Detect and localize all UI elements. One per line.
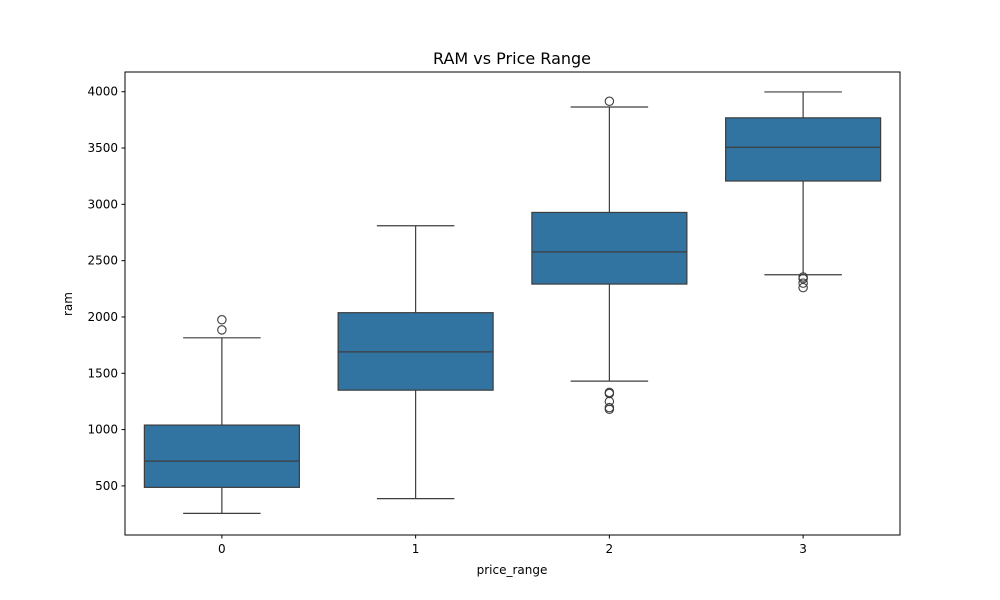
- outlier-point: [798, 273, 808, 284]
- y-axis-label: ram: [61, 292, 75, 316]
- outlier-point: [217, 325, 227, 335]
- plot-area: 500 1000 1500 2000 2500 3000 3500 4000 0 1 2 3: [87, 85, 882, 556]
- box-group-1: [337, 225, 494, 500]
- outlier-point: [798, 282, 808, 293]
- x-tick-label: 2: [606, 542, 614, 556]
- x-tick-label: 1: [412, 542, 420, 556]
- outlier-point: [798, 278, 808, 288]
- axes-frame: [124, 71, 901, 536]
- box-iqr: [143, 424, 300, 488]
- outlier-point: [217, 315, 227, 325]
- box-group-2: [531, 96, 688, 415]
- y-tick-label: 4000: [87, 85, 118, 99]
- box-iqr: [725, 117, 882, 182]
- x-tick-label: 3: [799, 542, 807, 556]
- x-tick-label: 0: [218, 542, 226, 556]
- y-tick-label: 1000: [87, 423, 118, 437]
- x-axis-label: price_range: [477, 563, 548, 577]
- outlier-point: [604, 96, 615, 107]
- y-tick-label: 2500: [87, 254, 118, 268]
- box-iqr: [531, 211, 688, 285]
- y-tick-label: 2000: [87, 310, 118, 324]
- y-tick-label: 3500: [87, 141, 118, 155]
- y-tick-label: 1500: [87, 366, 118, 380]
- box-group-3: [725, 91, 882, 293]
- box-group-0: [143, 315, 300, 514]
- outlier-point: [604, 404, 615, 415]
- y-tick-label: 3000: [87, 197, 118, 211]
- y-tick-label: 500: [95, 479, 118, 493]
- chart-title: RAM vs Price Range: [433, 49, 591, 68]
